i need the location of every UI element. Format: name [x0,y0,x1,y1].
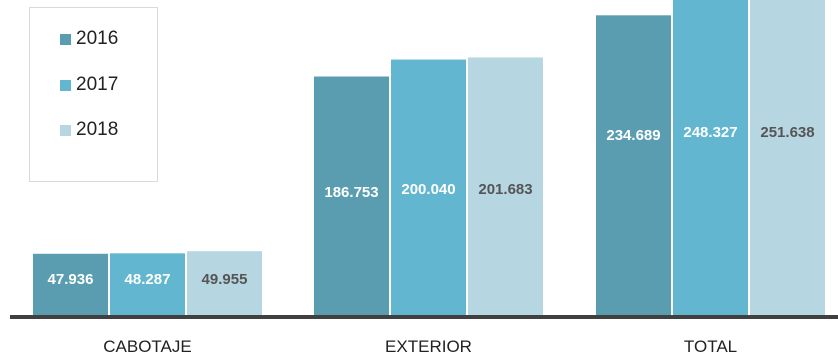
category-label-exterior: EXTERIOR [385,337,472,354]
bar-2018-total [750,0,825,316]
data-label: 234.689 [606,127,660,144]
data-label: 47.936 [48,271,94,288]
bar-2017-total [673,0,748,316]
legend-swatch [60,33,71,45]
legend-swatch [60,124,71,136]
bar-2018-exterior [468,57,543,316]
legend-label: 2016 [76,28,119,49]
legend-item-2017: 2017 [60,74,118,96]
data-label: 200.040 [401,181,455,198]
bars-group [33,0,825,316]
data-label: 48.287 [125,271,171,288]
legend-label: 2017 [76,74,119,95]
bar-2017-cabotaje [110,253,185,315]
bar-2016-cabotaje [33,253,108,315]
legend-item-2016: 2016 [60,28,118,50]
data-label: 49.955 [202,271,248,288]
category-label-cabotaje: CABOTAJE [103,337,191,354]
legend-swatch [60,79,71,91]
legend-item-2018: 2018 [60,119,118,141]
data-label: 201.683 [478,181,532,198]
bar-2016-exterior [314,76,389,315]
data-label: 186.753 [324,184,378,201]
data-label: 251.638 [760,124,814,141]
bar-2017-exterior [391,59,466,315]
data-label: 248.327 [683,124,737,141]
legend: 2016 2017 2018 [29,7,158,182]
category-label-total: TOTAL [684,337,737,354]
category-labels-group: CABOTAJE EXTERIOR TOTAL [103,337,737,354]
bar-2016-total [596,15,671,315]
bar-2018-cabotaje [187,251,262,315]
data-labels-group: 47.936 186.753 234.689 48.287 200.040 248.327… [48,124,815,288]
legend-label: 2018 [76,119,119,140]
